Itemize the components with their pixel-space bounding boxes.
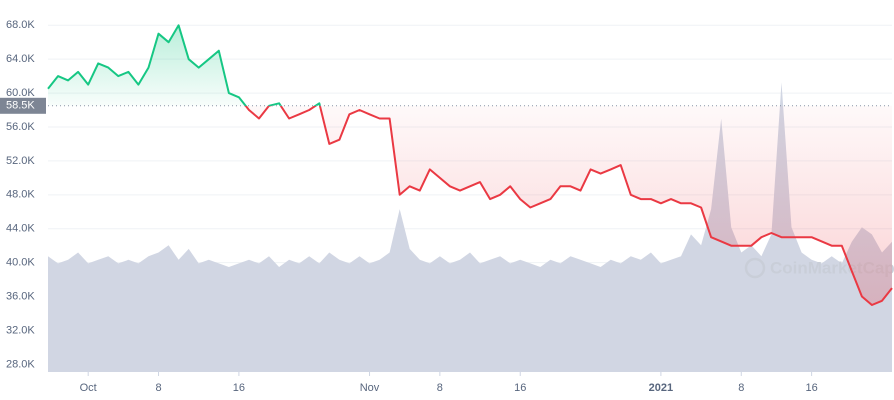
- x-tick-label: 16: [514, 382, 526, 394]
- y-tick-label: 52.0K: [6, 155, 35, 167]
- x-tick-label: 8: [437, 382, 443, 394]
- y-tick-label: 36.0K: [6, 290, 35, 302]
- labels: 28.0K 32.0K 36.0K 40.0K 44.0K 48.0K 52.0K 56.0K…: [0, 19, 818, 394]
- x-tick-label: 8: [155, 382, 161, 394]
- x-tick-label: 16: [233, 382, 245, 394]
- y-tick-label: 32.0K: [6, 324, 35, 336]
- x-tick-label: 8: [738, 382, 744, 394]
- price-area: [48, 25, 892, 306]
- y-tick-label: 48.0K: [6, 189, 35, 201]
- x-tick-label: Oct: [80, 382, 97, 394]
- volume-area: [48, 82, 892, 373]
- y-tick-label: 28.0K: [6, 358, 35, 370]
- baseline-label: 58.5K: [6, 100, 35, 112]
- price-line: [47, 24, 893, 306]
- y-tick-label: 60.0K: [6, 87, 35, 99]
- price-layer: [47, 24, 893, 306]
- y-tick-label: 44.0K: [6, 223, 35, 235]
- baseline-label-box: [0, 97, 46, 114]
- y-tick-label: 68.0K: [6, 19, 35, 31]
- volume-layer: [48, 82, 892, 373]
- y-tick-label: 64.0K: [6, 53, 35, 65]
- watermark-logo: [744, 257, 766, 279]
- x-tick-label: Nov: [360, 382, 380, 394]
- y-tick-label: 56.0K: [6, 121, 35, 133]
- x-tick-label: 16: [805, 382, 817, 394]
- y-tick-label: 40.0K: [6, 257, 35, 269]
- x-tick-label: 2021: [649, 382, 673, 394]
